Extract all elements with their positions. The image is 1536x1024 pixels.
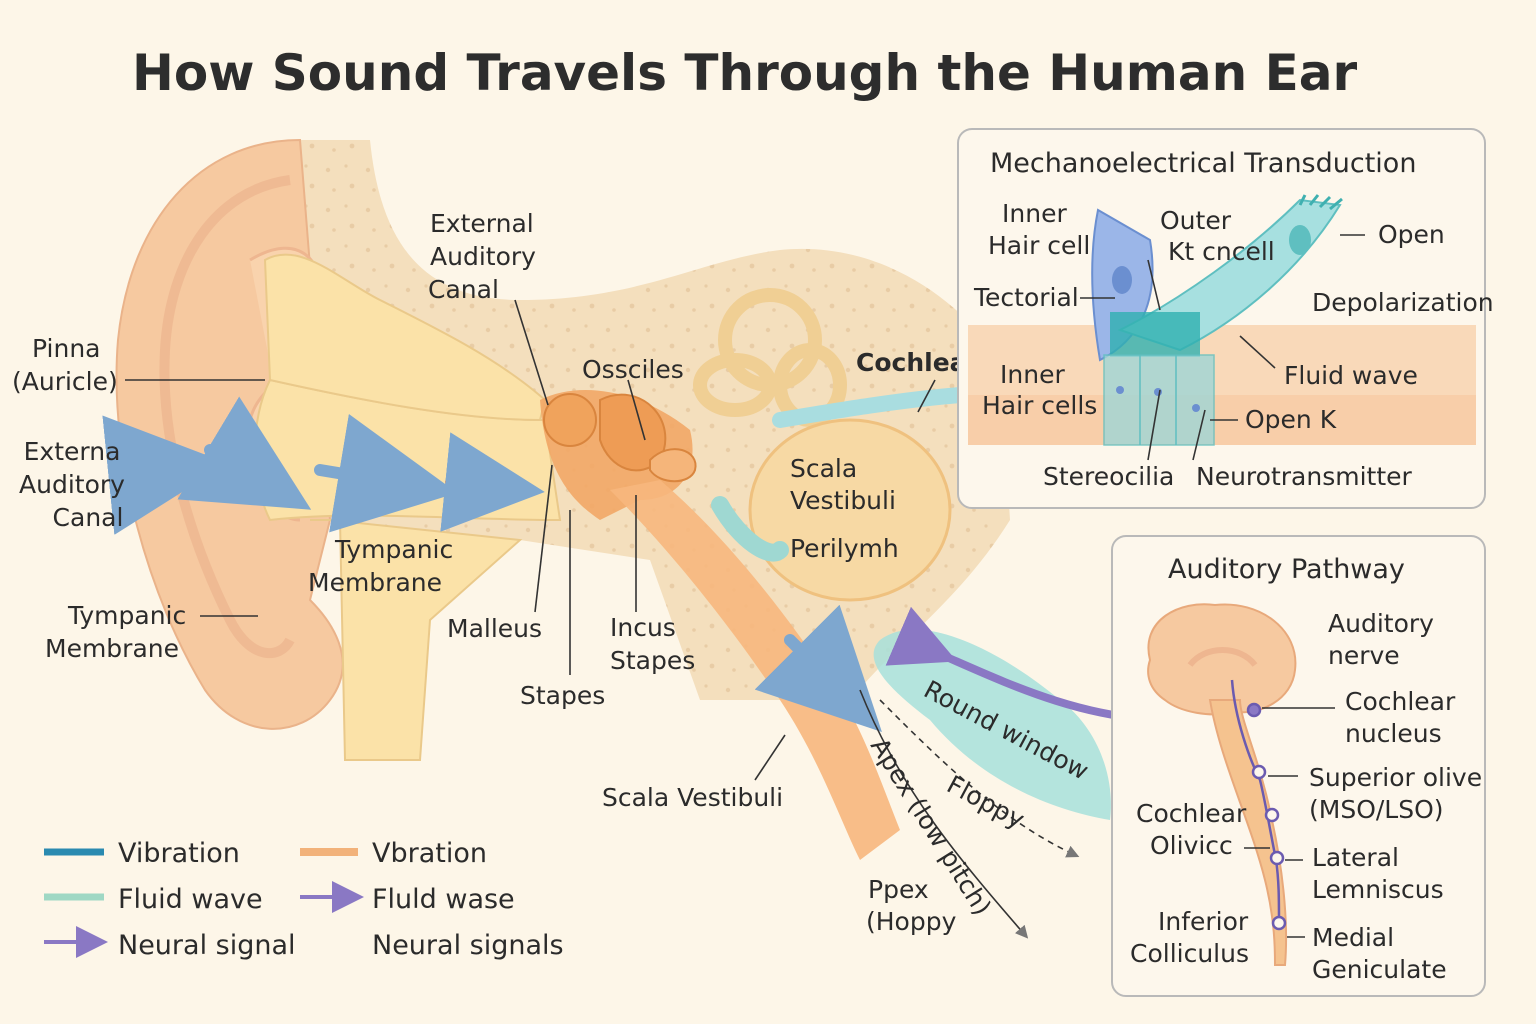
legend-item-neural-signals: Neural signals xyxy=(372,930,564,961)
cochlea-fluid xyxy=(711,496,789,562)
malleus-head xyxy=(543,393,597,447)
tectorial-membrane xyxy=(1110,312,1200,357)
cochlea-body xyxy=(748,418,952,602)
label-pinna: Pinna (Auricle) xyxy=(12,334,118,396)
pathway-nodes xyxy=(1246,702,1287,931)
label-perilymph: Perilymh xyxy=(790,534,899,563)
label-stapes: Stapes xyxy=(520,681,605,710)
label-ossicles: Ossciles xyxy=(582,355,684,384)
legend-item-fluid-wave-1: Fluid wave xyxy=(44,884,263,915)
legend-item-fluid-wave-2: Fluld wase xyxy=(300,881,515,915)
svg-text:Vibration: Vibration xyxy=(118,838,240,869)
tp-fluid-wave: Fluid wave xyxy=(1284,361,1418,390)
label-scala-vestibuli-inner: Scala Vestibuli xyxy=(790,454,896,515)
cochlear-nerve xyxy=(772,387,968,428)
tp-inner-hair-cell: Inner Hair cell xyxy=(988,199,1090,260)
ap-inferior-colliculus: Inferior Colliculus xyxy=(1130,907,1249,968)
legend-item-vibration-2: Vbration xyxy=(300,838,487,869)
tp-outer: Outer Kt cncell xyxy=(1160,206,1275,266)
svg-text:Fluid wave: Fluid wave xyxy=(118,884,263,915)
tp-depolarization: Depolarization xyxy=(1312,288,1494,317)
label-cochlea: Cochlea xyxy=(856,348,967,377)
label-tympanic-left: Tympanic Membrane xyxy=(45,601,186,663)
svg-text:Vbration: Vbration xyxy=(372,838,487,869)
brain-icon xyxy=(1147,603,1297,716)
pathway-neural-line xyxy=(1230,679,1281,926)
tp-stereocilia: Stereocilia xyxy=(1043,462,1174,491)
sound-wave-arrows xyxy=(102,396,882,732)
pathway-panel: Auditory Pathway Auditory nerve Cochlear n… xyxy=(1111,535,1486,997)
label-tympanic-center: Tympanic Membrane xyxy=(308,535,453,597)
legend: Vibration Vbration Fluid wave Fluld wase… xyxy=(44,838,564,961)
brainstem xyxy=(1208,699,1288,966)
transduction-title: Mechanoelectrical Transduction xyxy=(990,148,1416,179)
pathway-title: Auditory Pathway xyxy=(1168,554,1405,585)
page-title: How Sound Travels Through the Human Ear xyxy=(132,44,1357,102)
svg-text:Neural signal: Neural signal xyxy=(118,930,296,961)
tp-inner-hair-cells: Inner Hair cells xyxy=(982,360,1097,420)
legend-item-vibration-1: Vibration xyxy=(44,838,240,869)
stapes-shape xyxy=(649,448,697,483)
pitch-curve-2 xyxy=(879,699,1080,858)
semicircular-canals xyxy=(693,288,847,427)
tp-neurotransmitter: Neurotransmitter xyxy=(1196,462,1413,491)
svg-text:Fluld wase: Fluld wase xyxy=(372,884,515,915)
stereocilia-bundle xyxy=(1298,194,1343,211)
label-external-canal-left: Externa Auditory Canal xyxy=(19,437,125,532)
leader-lines xyxy=(125,299,936,781)
tp-open-k: Open K xyxy=(1245,405,1337,434)
label-pex-hoppy: Ppex (Hoppy xyxy=(866,875,957,936)
ap-lateral-lemniscus: Lateral Lemniscus xyxy=(1312,843,1444,904)
label-malleus: Malleus xyxy=(447,614,542,643)
svg-text:Neural signals: Neural signals xyxy=(372,930,564,961)
ap-cochlear-olivicc: Cochlear Olivicc xyxy=(1136,799,1247,860)
ap-cochlear-nucleus: Cochlear nucleus xyxy=(1345,687,1456,748)
label-scala-vestibuli-bottom: Scala Vestibuli xyxy=(602,783,783,812)
label-incus-stapes: Incus Stapes xyxy=(610,613,695,675)
ap-superior-olive: Superior olive (MSO/LSO) xyxy=(1309,763,1482,824)
label-external-canal-top: External Auditory Canal xyxy=(428,209,536,304)
canal-upper xyxy=(263,253,547,422)
ap-medial-geniculate: Medial Geniculate xyxy=(1312,923,1447,984)
ap-auditory-nerve: Auditory nerve xyxy=(1328,609,1434,670)
transduction-panel: Mechanoelectrical Transduction Inner Hair xyxy=(957,128,1494,509)
eustachian-tube xyxy=(610,480,900,860)
pitch-curve-1 xyxy=(859,689,1029,939)
tp-open: Open xyxy=(1378,220,1445,249)
legend-item-neural-signal: Neural signal xyxy=(44,926,296,961)
ear-anatomy xyxy=(102,138,1194,939)
tp-tectorial: Tectorial xyxy=(973,283,1079,312)
